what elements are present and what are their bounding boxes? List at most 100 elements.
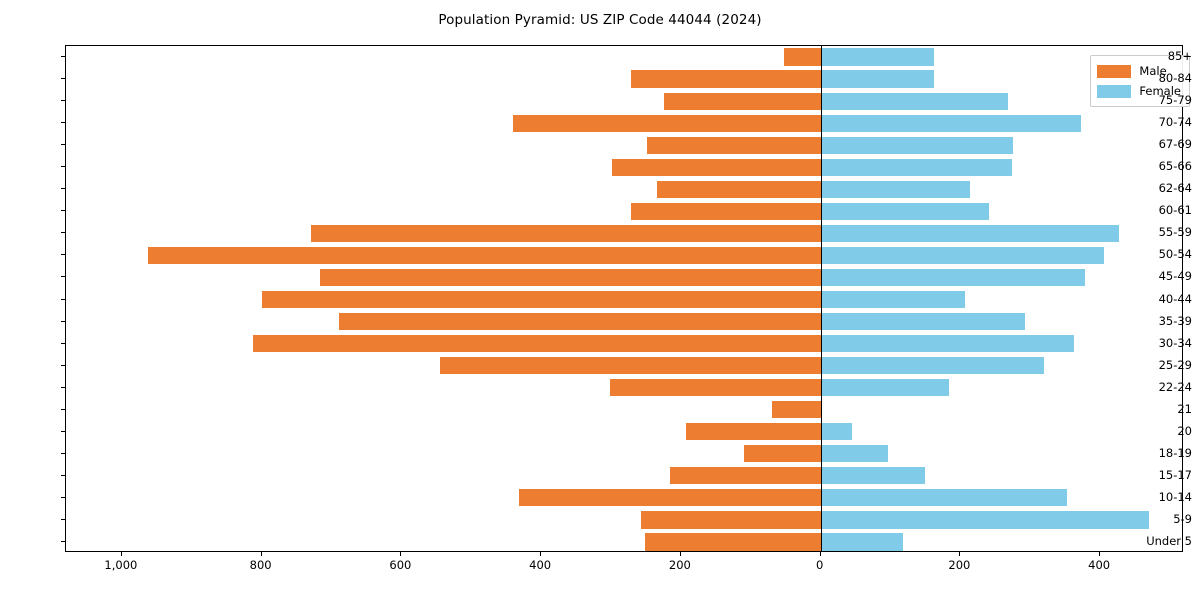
y-tick-mark: [61, 100, 65, 102]
bar-row: [66, 334, 1182, 353]
bar-female: [820, 158, 1013, 176]
bar-row: [66, 357, 1182, 375]
x-tick-mark: [540, 552, 542, 556]
bar-male: [771, 401, 821, 419]
y-tick-label: 67-69: [1158, 137, 1192, 152]
y-tick-mark: [61, 474, 65, 476]
bar-female: [820, 445, 888, 463]
y-tick-label: 62-64: [1158, 181, 1192, 196]
plot-inner: [66, 46, 1182, 551]
bar-female: [820, 202, 990, 220]
bar-male: [148, 246, 821, 264]
y-tick-mark: [61, 386, 65, 388]
bar-female: [820, 312, 1025, 331]
bar-male: [669, 467, 821, 485]
y-tick-label: 80-84: [1158, 71, 1192, 86]
y-tick-label: 55-59: [1158, 225, 1192, 240]
bar-row: [66, 224, 1182, 242]
x-tick-mark: [400, 552, 402, 556]
x-tick-label: 0: [815, 558, 824, 572]
bar-male: [657, 180, 821, 198]
y-tick-mark: [61, 188, 65, 190]
bar-male: [743, 445, 821, 463]
bar-male: [783, 48, 821, 66]
bar-row: [66, 533, 1182, 551]
bar-male: [519, 489, 821, 507]
bar-male: [320, 268, 821, 287]
bar-female: [820, 379, 949, 397]
y-tick-mark: [61, 254, 65, 256]
y-tick-mark: [61, 232, 65, 234]
bar-male: [338, 312, 821, 331]
bar-row: [66, 158, 1182, 176]
x-tick-label: 400: [1088, 558, 1111, 572]
y-tick-label: 75-79: [1158, 93, 1192, 108]
bar-female: [820, 92, 1008, 110]
y-tick-label: 45-49: [1158, 269, 1192, 284]
y-tick-label: 18-19: [1158, 445, 1192, 460]
y-tick-label: 15-17: [1158, 467, 1192, 482]
bar-row: [66, 401, 1182, 419]
bar-male: [261, 290, 821, 309]
legend-item-female: Female: [1097, 81, 1181, 101]
x-tick-label: 200: [668, 558, 691, 572]
y-tick-mark: [61, 452, 65, 454]
bar-row: [66, 48, 1182, 66]
bar-row: [66, 202, 1182, 220]
bar-male: [439, 357, 821, 375]
y-tick-mark: [61, 122, 65, 124]
y-tick-label: 20: [1177, 423, 1192, 438]
bar-male: [310, 224, 821, 242]
bar-row: [66, 445, 1182, 463]
y-tick-label: 70-74: [1158, 115, 1192, 130]
y-tick-label: 85+: [1167, 49, 1192, 64]
x-tick-mark: [120, 552, 122, 556]
y-tick-mark: [61, 540, 65, 542]
bar-male: [664, 92, 821, 110]
zero-axis-line: [820, 46, 822, 551]
bar-male: [686, 423, 821, 441]
y-tick-mark: [61, 518, 65, 520]
plot-area: [65, 45, 1183, 552]
legend-label-male: Male: [1139, 64, 1167, 78]
x-tick-mark: [679, 552, 681, 556]
bar-female: [820, 48, 934, 66]
bar-female: [820, 423, 853, 441]
y-tick-label: 5-9: [1173, 511, 1192, 526]
y-tick-label: 30-34: [1158, 335, 1192, 350]
y-tick-label: 21: [1177, 401, 1192, 416]
y-tick-mark: [61, 276, 65, 278]
y-tick-label: 60-61: [1158, 203, 1192, 218]
bar-row: [66, 268, 1182, 287]
bar-female: [820, 533, 904, 551]
y-tick-mark: [61, 342, 65, 344]
legend-label-female: Female: [1139, 84, 1181, 98]
bar-row: [66, 246, 1182, 264]
bar-row: [66, 423, 1182, 441]
bar-row: [66, 180, 1182, 198]
bar-row: [66, 114, 1182, 132]
bar-row: [66, 70, 1182, 88]
y-tick-mark: [61, 430, 65, 432]
legend-swatch-female-icon: [1097, 84, 1132, 98]
legend-swatch-male-icon: [1097, 64, 1132, 78]
x-tick-label: 800: [249, 558, 272, 572]
bar-male: [631, 70, 821, 88]
y-tick-mark: [61, 298, 65, 300]
y-tick-label: 40-44: [1158, 291, 1192, 306]
bar-male: [630, 202, 821, 220]
bar-male: [253, 334, 821, 353]
bar-male: [644, 533, 821, 551]
legend-item-male: Male: [1097, 61, 1181, 81]
bar-female: [820, 136, 1014, 154]
bar-male: [512, 114, 821, 132]
bar-female: [820, 180, 971, 198]
bar-row: [66, 379, 1182, 397]
bar-row: [66, 312, 1182, 331]
bar-male: [610, 379, 821, 397]
bar-female: [820, 511, 1150, 529]
y-tick-mark: [61, 166, 65, 168]
y-tick-label: 10-14: [1158, 489, 1192, 504]
x-tick-mark: [819, 552, 821, 556]
y-tick-label: 65-66: [1158, 159, 1192, 174]
